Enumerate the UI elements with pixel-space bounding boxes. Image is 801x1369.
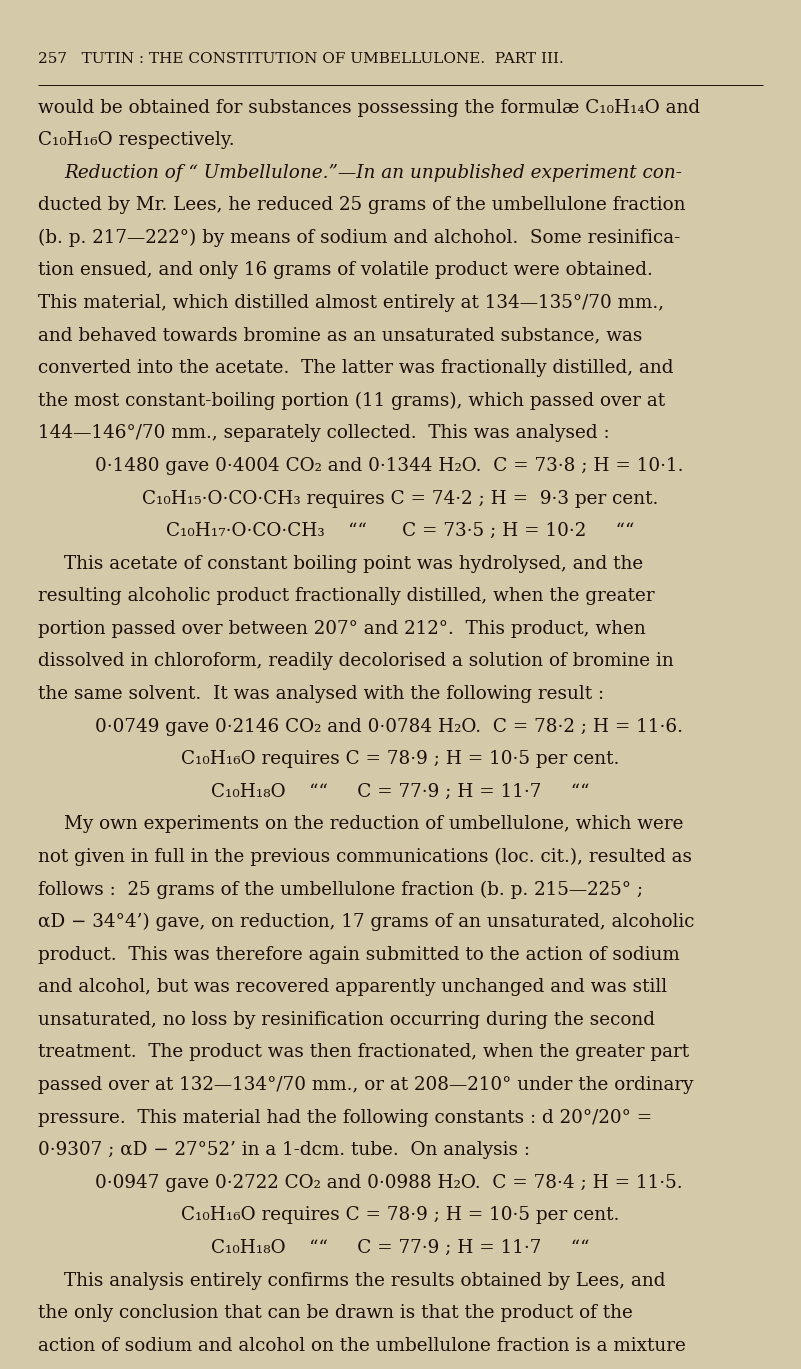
- Text: 0·9307 ; αD − 27°52’ in a 1-dcm. tube.  On analysis :: 0·9307 ; αD − 27°52’ in a 1-dcm. tube. O…: [38, 1142, 530, 1160]
- Text: 0·1480 gave 0·4004 CO₂ and 0·1344 H₂O.  C = 73·8 ; H = 10·1.: 0·1480 gave 0·4004 CO₂ and 0·1344 H₂O. C…: [95, 457, 683, 475]
- Text: C₁₀H₁₈O    ““     C = 77·9 ; H = 11·7     ““: C₁₀H₁₈O ““ C = 77·9 ; H = 11·7 ““: [211, 783, 590, 801]
- Text: C₁₀H₁₈O    ““     C = 77·9 ; H = 11·7     ““: C₁₀H₁₈O ““ C = 77·9 ; H = 11·7 ““: [211, 1239, 590, 1257]
- Text: the only conclusion that can be drawn is that the product of the: the only conclusion that can be drawn is…: [38, 1305, 634, 1322]
- Text: C₁₀H₁₆O respectively.: C₁₀H₁₆O respectively.: [38, 131, 235, 149]
- Text: dissolved in chloroform, readily decolorised a solution of bromine in: dissolved in chloroform, readily decolor…: [38, 653, 674, 671]
- Text: 0·0749 gave 0·2146 CO₂ and 0·0784 H₂O.  C = 78·2 ; H = 11·6.: 0·0749 gave 0·2146 CO₂ and 0·0784 H₂O. C…: [95, 717, 682, 735]
- Text: unsaturated, no loss by resinification occurring during the second: unsaturated, no loss by resinification o…: [38, 1010, 655, 1029]
- Text: treatment.  The product was then fractionated, when the greater part: treatment. The product was then fraction…: [38, 1043, 690, 1061]
- Text: 0·0947 gave 0·2722 CO₂ and 0·0988 H₂O.  C = 78·4 ; H = 11·5.: 0·0947 gave 0·2722 CO₂ and 0·0988 H₂O. C…: [95, 1173, 682, 1192]
- Text: the same solvent.  It was analysed with the following result :: the same solvent. It was analysed with t…: [38, 684, 605, 704]
- Text: passed over at 132—134°/70 mm., or at 208—210° under the ordinary: passed over at 132—134°/70 mm., or at 20…: [38, 1076, 694, 1094]
- Text: action of sodium and alcohol on the umbellulone fraction is a mixture: action of sodium and alcohol on the umbe…: [38, 1336, 686, 1355]
- Text: would be obtained for substances possessing the formulæ C₁₀H₁₄O and: would be obtained for substances possess…: [38, 99, 701, 116]
- Text: This material, which distilled almost entirely at 134—135°/70 mm.,: This material, which distilled almost en…: [38, 294, 665, 312]
- Text: C₁₀H₁₆O requires C = 78·9 ; H = 10·5 per cent.: C₁₀H₁₆O requires C = 78·9 ; H = 10·5 per…: [181, 750, 620, 768]
- Text: My own experiments on the reduction of umbellulone, which were: My own experiments on the reduction of u…: [64, 816, 683, 834]
- Text: and alcohol, but was recovered apparently unchanged and was still: and alcohol, but was recovered apparentl…: [38, 979, 667, 997]
- Text: follows :  25 grams of the umbellulone fraction (b. p. 215—225° ;: follows : 25 grams of the umbellulone fr…: [38, 880, 643, 899]
- Text: C₁₀H₁₅·O·CO·CH₃ requires C = 74·2 ; H =  9·3 per cent.: C₁₀H₁₅·O·CO·CH₃ requires C = 74·2 ; H = …: [143, 490, 658, 508]
- Text: This analysis entirely confirms the results obtained by Lees, and: This analysis entirely confirms the resu…: [64, 1272, 666, 1290]
- Text: tion ensued, and only 16 grams of volatile product were obtained.: tion ensued, and only 16 grams of volati…: [38, 261, 654, 279]
- Text: the most constant-boiling portion (11 grams), which passed over at: the most constant-boiling portion (11 gr…: [38, 392, 666, 411]
- Text: pressure.  This material had the following constants : d 20°/20° =: pressure. This material had the followin…: [38, 1109, 653, 1127]
- Text: αD − 34°4’) gave, on reduction, 17 grams of an unsaturated, alcoholic: αD − 34°4’) gave, on reduction, 17 grams…: [38, 913, 695, 931]
- Text: (b. p. 217—222°) by means of sodium and alchohol.  Some resinifica-: (b. p. 217—222°) by means of sodium and …: [38, 229, 681, 248]
- Text: not given in full in the previous communications (loc. cit.), resulted as: not given in full in the previous commun…: [38, 847, 692, 867]
- Text: Reduction of “ Umbellulone.”—In an unpublished experiment con-: Reduction of “ Umbellulone.”—In an unpub…: [64, 164, 682, 182]
- Text: ducted by Mr. Lees, he reduced 25 grams of the umbellulone fraction: ducted by Mr. Lees, he reduced 25 grams …: [38, 196, 686, 215]
- Text: This acetate of constant boiling point was hydrolysed, and the: This acetate of constant boiling point w…: [64, 554, 643, 572]
- Text: product.  This was therefore again submitted to the action of sodium: product. This was therefore again submit…: [38, 946, 680, 964]
- Text: resulting alcoholic product fractionally distilled, when the greater: resulting alcoholic product fractionally…: [38, 587, 655, 605]
- Text: 144—146°/70 mm., separately collected.  This was analysed :: 144—146°/70 mm., separately collected. T…: [38, 424, 610, 442]
- Text: C₁₀H₁₇·O·CO·CH₃    ““      C = 73·5 ; H = 10·2     ““: C₁₀H₁₇·O·CO·CH₃ ““ C = 73·5 ; H = 10·2 “…: [167, 522, 634, 541]
- Text: and behaved towards bromine as an unsaturated substance, was: and behaved towards bromine as an unsatu…: [38, 327, 643, 345]
- Text: 257   TUTIN : THE CONSTITUTION OF UMBELLULONE.  PART III.: 257 TUTIN : THE CONSTITUTION OF UMBELLUL…: [38, 52, 564, 66]
- Text: portion passed over between 207° and 212°.  This product, when: portion passed over between 207° and 212…: [38, 620, 646, 638]
- Text: C₁₀H₁₆O requires C = 78·9 ; H = 10·5 per cent.: C₁₀H₁₆O requires C = 78·9 ; H = 10·5 per…: [181, 1206, 620, 1224]
- Text: converted into the acetate.  The latter was fractionally distilled, and: converted into the acetate. The latter w…: [38, 359, 674, 378]
